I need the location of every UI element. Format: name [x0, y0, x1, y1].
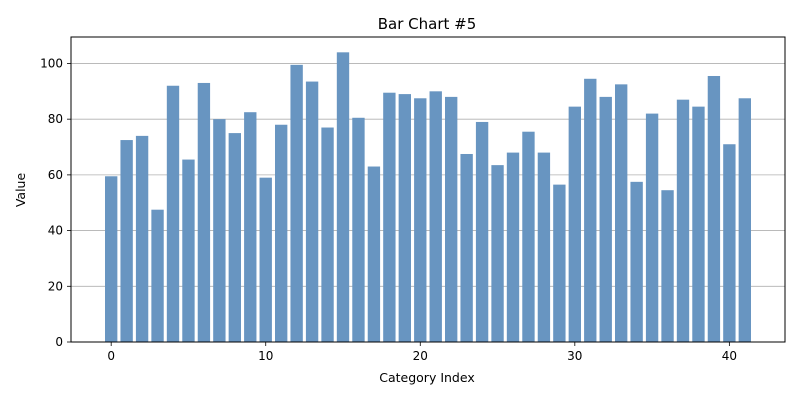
- x-tick-label-30: 30: [567, 349, 582, 363]
- y-tick-label-0: 0: [55, 335, 63, 349]
- chart-title: Bar Chart #5: [378, 15, 477, 33]
- bar-0: [105, 176, 118, 342]
- bar-21: [429, 91, 442, 343]
- bar-19: [398, 94, 411, 342]
- bar-18: [383, 92, 396, 342]
- bar-12: [290, 64, 303, 342]
- x-tick-label-0: 0: [107, 349, 115, 363]
- x-axis-ticks: 0 10 20 30 40: [107, 342, 737, 363]
- y-tick-label-20: 20: [48, 279, 63, 293]
- bar-41: [738, 98, 751, 343]
- bar-10: [259, 177, 272, 342]
- bar-16: [352, 117, 365, 343]
- bar-30: [568, 106, 581, 342]
- bar-4: [166, 85, 180, 342]
- bar-14: [321, 127, 334, 342]
- bar-7: [213, 119, 226, 343]
- plot-area-frame: [70, 36, 786, 343]
- y-tick-label-40: 40: [48, 224, 63, 238]
- bar-8: [228, 133, 241, 342]
- bar-40: [723, 144, 736, 342]
- bar-22: [445, 96, 458, 343]
- bar-37: [676, 99, 690, 342]
- bar-31: [584, 78, 597, 342]
- bar-9: [244, 112, 257, 343]
- bar-27: [522, 131, 535, 342]
- bar-26: [506, 152, 520, 342]
- bar-23: [460, 153, 473, 342]
- y-axis-label: Value: [13, 173, 28, 208]
- bar-15: [336, 52, 350, 342]
- bar-13: [305, 81, 319, 342]
- bar-2: [135, 135, 149, 342]
- bar-11: [275, 124, 288, 343]
- bar-39: [707, 75, 721, 343]
- bar-36: [661, 190, 674, 342]
- x-tick-label-10: 10: [258, 349, 273, 363]
- bar-5: [182, 159, 195, 342]
- x-axis-label: Category Index: [379, 370, 474, 385]
- bar-25: [491, 165, 504, 342]
- bar-3: [151, 209, 164, 342]
- y-tick-label-80: 80: [48, 112, 63, 126]
- y-tick-label-100: 100: [40, 56, 63, 70]
- bar-34: [630, 181, 643, 342]
- x-tick-label-40: 40: [722, 349, 737, 363]
- bar-20: [414, 98, 427, 343]
- bar-6: [197, 82, 211, 343]
- bar-24: [475, 121, 489, 342]
- y-axis-ticks: 0 20 40 60 80 100: [40, 56, 71, 349]
- bar-17: [367, 166, 381, 342]
- bars: [105, 52, 751, 343]
- bar-1: [120, 140, 133, 342]
- bar-35: [645, 113, 659, 342]
- bar-29: [553, 184, 566, 342]
- x-tick-label-20: 20: [413, 349, 428, 363]
- bar-28: [537, 152, 551, 342]
- y-tick-label-60: 60: [48, 168, 63, 182]
- bar-32: [599, 96, 612, 343]
- bar-33: [615, 84, 628, 343]
- bar-38: [692, 106, 705, 342]
